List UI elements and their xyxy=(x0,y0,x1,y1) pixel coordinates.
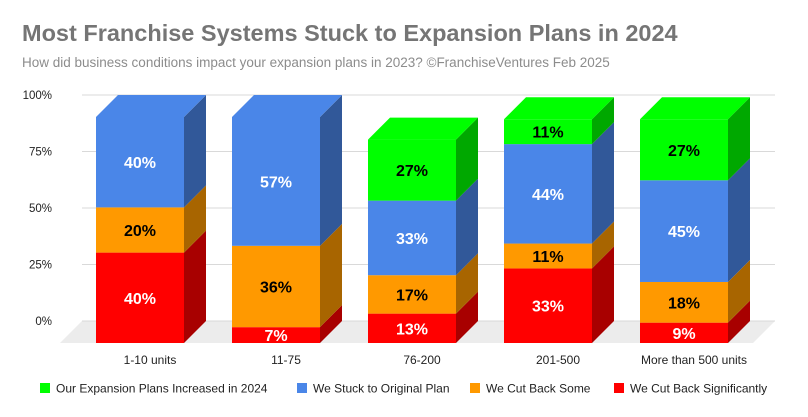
data-label: 20% xyxy=(124,223,156,240)
x-category-label: 11-75 xyxy=(271,353,301,367)
data-label: 45% xyxy=(668,224,700,241)
x-category-label: 76-200 xyxy=(403,353,441,367)
y-tick-label: 75% xyxy=(29,147,52,159)
data-label: 7% xyxy=(264,328,287,345)
bar-segment-side xyxy=(184,95,206,208)
bar-segment-side xyxy=(728,97,750,181)
data-label: 27% xyxy=(668,143,700,160)
bar-segment xyxy=(232,245,320,328)
y-axis-ticks: 0% 25% 50% 75% 100% xyxy=(23,90,52,328)
data-label: 33% xyxy=(396,231,428,248)
y-tick-label: 100% xyxy=(23,90,52,102)
x-category-label: 201-500 xyxy=(536,353,580,367)
data-label: 57% xyxy=(260,174,292,191)
x-axis-categories: 1-10 units 11-75 76-200 201-500 More than 50… xyxy=(124,353,747,367)
data-label: 18% xyxy=(668,295,700,312)
bar-top-face xyxy=(232,95,342,117)
legend-label: We Stuck to Original Plan xyxy=(313,382,450,396)
bar-segment xyxy=(96,252,184,343)
chart-title: Most Franchise Systems Stuck to Expansio… xyxy=(22,20,678,46)
data-label: 40% xyxy=(124,155,156,172)
data-label: 44% xyxy=(532,187,564,204)
data-label: 13% xyxy=(396,321,428,338)
legend-label: We Cut Back Some xyxy=(486,382,591,396)
x-category-label: More than 500 units xyxy=(641,353,747,367)
bar-segment-side xyxy=(592,221,614,269)
bar-segment xyxy=(232,327,320,343)
legend-label: We Cut Back Significantly xyxy=(630,382,767,396)
bar-segment xyxy=(368,139,456,201)
bar-segment xyxy=(504,119,592,145)
x-category-label: 1-10 units xyxy=(124,353,177,367)
bar-segment-side xyxy=(320,305,342,343)
bar-segment-side xyxy=(456,253,478,314)
bar-segment xyxy=(232,117,320,246)
bar-top-face xyxy=(96,95,206,117)
legend-swatch xyxy=(40,383,50,393)
bar-segment-side xyxy=(456,117,478,201)
y-tick-label: 50% xyxy=(29,203,52,215)
bar-segment-side xyxy=(456,291,478,343)
y-tick-label: 0% xyxy=(35,316,52,328)
data-label: 36% xyxy=(260,280,292,297)
bar-segment-side xyxy=(728,158,750,282)
bar-top-face xyxy=(368,117,478,140)
bars xyxy=(96,95,750,343)
legend-swatch xyxy=(297,383,307,393)
data-label: 27% xyxy=(396,163,428,180)
legend-label: Our Expansion Plans Increased in 2024 xyxy=(56,382,268,396)
bar-segment xyxy=(640,281,728,323)
bar-segment-side xyxy=(456,178,478,276)
bar-segment xyxy=(504,243,592,269)
bar-segment xyxy=(504,144,592,244)
data-label: 11% xyxy=(532,125,563,142)
bar-segment xyxy=(504,268,592,343)
bar-segment-side xyxy=(592,246,614,343)
legend: Our Expansion Plans Increased in 2024 We … xyxy=(40,382,767,396)
legend-swatch xyxy=(470,383,480,393)
bar-segment-side xyxy=(728,259,750,323)
data-label: 9% xyxy=(672,326,695,343)
bar-top-face xyxy=(640,97,750,120)
bar-segment xyxy=(368,200,456,276)
bar-top-face xyxy=(504,97,614,120)
bar-segment-side xyxy=(184,230,206,343)
legend-swatch xyxy=(614,383,624,393)
data-label: 17% xyxy=(396,287,428,304)
data-label: 11% xyxy=(532,249,563,266)
bar-segment-side xyxy=(320,223,342,328)
chart-subtitle: How did business conditions impact your … xyxy=(22,55,610,70)
data-labels: 40% 20% 40% 7% 36% 57% 13% 17% 33% 27% 33% 11% 44% 11… xyxy=(124,125,700,345)
bar-segment xyxy=(96,117,184,208)
bar-segment xyxy=(640,180,728,282)
bar-segment xyxy=(640,322,728,343)
bar-segment-side xyxy=(320,95,342,246)
bar-segment-side xyxy=(592,97,614,145)
bar-segment-side xyxy=(728,300,750,343)
bar-segment xyxy=(640,119,728,181)
bar-segment xyxy=(368,313,456,343)
data-label: 33% xyxy=(532,299,564,316)
bar-segment xyxy=(96,207,184,253)
data-label: 40% xyxy=(124,291,156,308)
y-tick-label: 25% xyxy=(29,260,52,272)
bar-segment-side xyxy=(592,122,614,244)
bar-segment xyxy=(368,275,456,314)
bar-segment-side xyxy=(184,185,206,253)
